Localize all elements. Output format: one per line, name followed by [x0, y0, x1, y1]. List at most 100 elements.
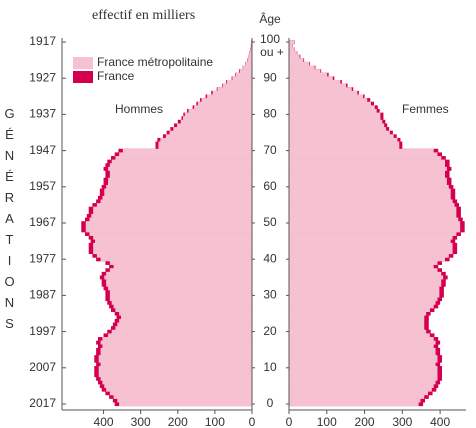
women-bar: [289, 195, 451, 200]
men-bar: [108, 333, 253, 338]
women-bar: [289, 340, 436, 345]
men-bar: [182, 116, 252, 121]
men-bar: [250, 47, 252, 52]
women-bar: [289, 322, 425, 327]
legend-swatch: [73, 71, 93, 83]
women-bar: [289, 344, 434, 349]
men-bar: [249, 51, 252, 55]
women-bar: [289, 80, 341, 84]
men-bar: [119, 402, 253, 407]
men-bar: [197, 101, 252, 106]
generation-tick-label: 1997: [29, 324, 56, 338]
men-bar: [177, 123, 252, 128]
men-bar: [223, 83, 252, 88]
men-bar: [104, 188, 252, 193]
women-bar: [289, 242, 453, 247]
x-tick-label: 400: [94, 415, 114, 428]
age-top-note: ou +: [260, 45, 284, 59]
women-bar: [289, 398, 421, 403]
men-bar: [96, 253, 253, 258]
men-bar: [89, 217, 252, 222]
women-bar: [289, 311, 427, 316]
women-bar: [289, 206, 457, 211]
generation-tick-label: 1977: [29, 251, 56, 265]
women-bar: [289, 181, 447, 186]
men-bar: [109, 297, 252, 302]
age-tick-label: 10: [263, 360, 277, 374]
men-bar: [113, 304, 252, 309]
men-bar: [109, 163, 252, 168]
women-bar: [289, 391, 429, 396]
women-bar: [289, 228, 461, 233]
age-tick-label: 30: [263, 288, 277, 302]
women-bar: [289, 134, 394, 139]
men-bar: [91, 213, 252, 218]
men-bar: [102, 380, 252, 385]
women-bar: [289, 54, 300, 59]
men-bar: [106, 271, 252, 276]
men-bar: [194, 105, 252, 110]
men-bar: [115, 308, 252, 312]
women-bar: [289, 170, 446, 175]
men-label: Hommes: [115, 102, 163, 116]
women-bar: [289, 40, 295, 45]
x-tick-label: 200: [168, 415, 188, 428]
women-bar: [289, 61, 310, 66]
men-bar: [108, 177, 253, 182]
age-tick-label: 100: [260, 32, 280, 46]
women-bar: [289, 51, 297, 55]
generation-tick-label: 2017: [29, 396, 56, 410]
men-bar: [207, 94, 252, 99]
generation-axis-label: GÉNÉRATIONS: [2, 106, 17, 337]
men-bar: [93, 206, 252, 211]
women-bar: [289, 130, 390, 135]
men-bar: [109, 268, 252, 273]
men-bar: [106, 184, 252, 189]
age-tick-label: 0: [267, 396, 274, 410]
women-bar: [289, 47, 295, 52]
men-bar: [184, 112, 252, 117]
women-bar: [289, 235, 453, 240]
age-tick-label: 90: [263, 70, 277, 84]
men-bar: [232, 76, 252, 81]
women-bar: [289, 69, 321, 74]
men-bar: [98, 358, 252, 363]
x-tick-label: 100: [317, 415, 337, 428]
men-bar: [111, 159, 252, 164]
men-bar: [85, 221, 253, 226]
women-bar: [289, 271, 442, 276]
men-bar: [115, 156, 252, 160]
men-bar: [85, 224, 253, 229]
women-bar: [289, 76, 333, 81]
women-bar: [289, 166, 447, 171]
men-bar: [113, 264, 252, 269]
women-bar: [289, 394, 425, 399]
women-bar: [289, 250, 453, 255]
men-bar: [247, 58, 252, 63]
women-bar: [289, 163, 446, 168]
women-bar: [289, 275, 444, 280]
women-bar: [289, 148, 434, 153]
women-bar: [289, 402, 419, 407]
men-bar: [89, 232, 252, 236]
women-bar: [289, 358, 438, 363]
women-bar: [289, 365, 438, 370]
men-bar: [109, 261, 252, 265]
women-bar: [289, 145, 400, 150]
men-bar: [119, 311, 253, 316]
women-bar: [289, 315, 425, 320]
chart-title: effectif en milliers: [92, 8, 195, 23]
men-bar: [96, 203, 253, 208]
men-bar: [108, 166, 253, 171]
men-bar: [106, 282, 252, 287]
men-bar: [100, 362, 252, 367]
men-bar: [100, 257, 252, 262]
women-bar: [289, 43, 293, 48]
generation-tick-label: 1917: [29, 34, 56, 48]
women-bar: [289, 213, 457, 218]
x-tick-label: 200: [355, 415, 375, 428]
women-bar: [289, 90, 358, 95]
men-bar: [104, 275, 252, 280]
generation-tick-label: 1987: [29, 288, 56, 302]
men-bar: [98, 365, 252, 370]
